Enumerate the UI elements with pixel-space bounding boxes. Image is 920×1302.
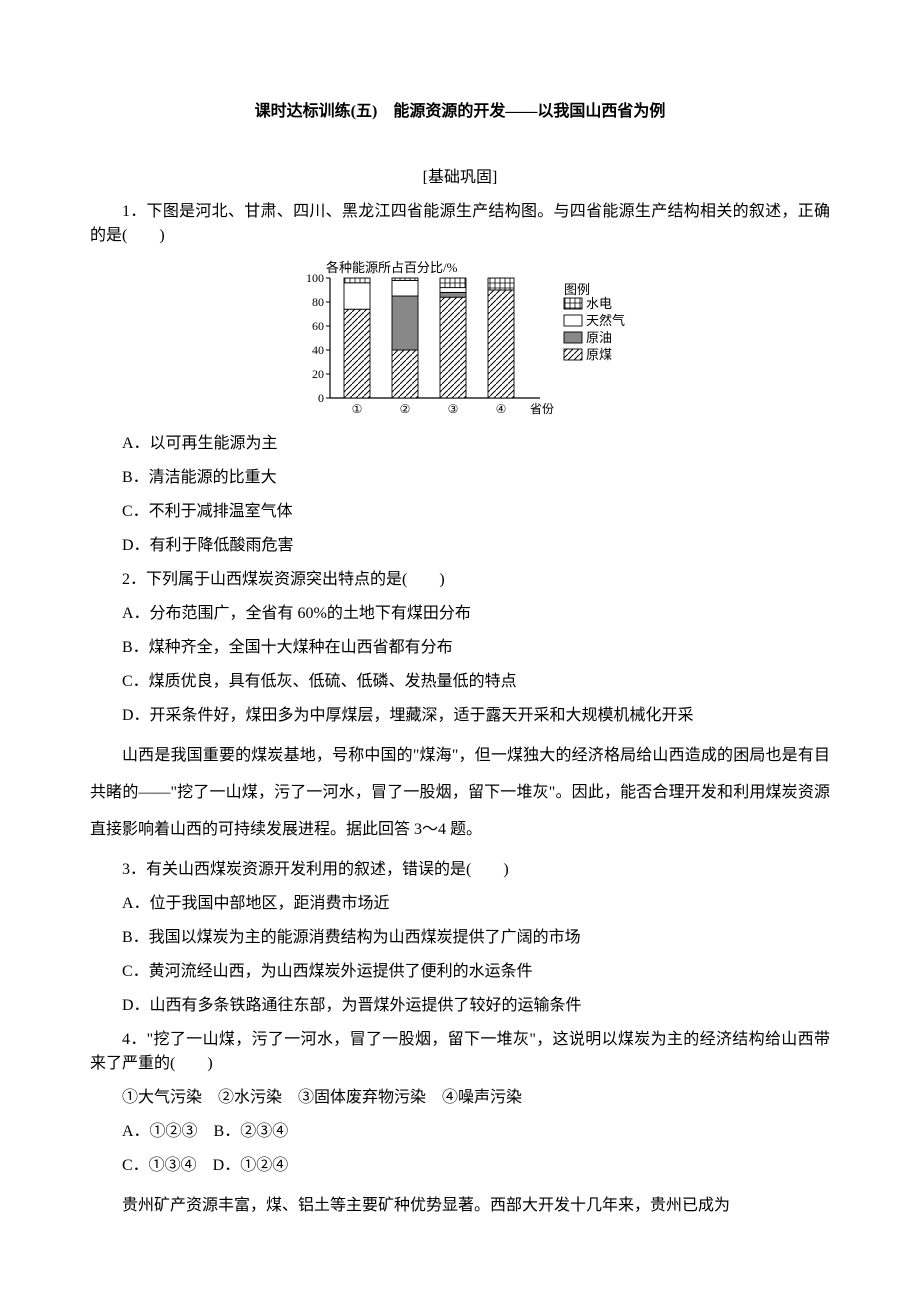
q4-option-cd: C．①③④ D．①②④ [90,1154,830,1178]
q1-option-c: C．不利于减排温室气体 [90,500,830,524]
svg-text:④: ④ [496,402,507,416]
q3-option-b: B．我国以煤炭为主的能源消费结构为山西煤炭提供了广阔的市场 [90,926,830,950]
q2-option-d: D．开采条件好，煤田多为中厚煤层，埋藏深，适于露天开采和大规模机械化开采 [90,704,830,728]
svg-text:0: 0 [318,391,324,405]
svg-text:③: ③ [448,402,459,416]
svg-text:省份: 省份 [530,402,554,416]
svg-text:60: 60 [312,319,324,333]
passage-1: 山西是我国重要的煤炭基地，号称中国的"煤海"，但一煤独大的经济格局给山西造成的困… [90,738,830,848]
svg-text:②: ② [400,402,411,416]
q3-option-d: D．山西有多条铁路通往东部，为晋煤外运提供了较好的运输条件 [90,994,830,1018]
q2-option-a: A．分布范围广，全省有 60%的土地下有煤田分布 [90,602,830,626]
q2-stem: 2．下列属于山西煤炭资源突出特点的是( ) [90,568,830,592]
q4-choices: ①大气污染 ②水污染 ③固体废弃物污染 ④噪声污染 [90,1086,830,1110]
svg-text:20: 20 [312,367,324,381]
section-label: [基础巩固] [90,166,830,190]
svg-text:80: 80 [312,295,324,309]
energy-chart: 各种能源所占百分比/% 0 20 40 60 80 100 ① ② ③ ④ 省份 图例水电天然气原油原煤 [90,258,830,418]
svg-text:40: 40 [312,343,324,357]
q3-stem: 3．有关山西煤炭资源开发利用的叙述，错误的是( ) [90,858,830,882]
svg-text:各种能源所占百分比/%: 各种能源所占百分比/% [326,260,458,275]
q2-option-b: B．煤种齐全，全国十大煤种在山西省都有分布 [90,636,830,660]
svg-text:100: 100 [306,271,324,285]
q4-option-ab: A．①②③ B．②③④ [90,1120,830,1144]
q3-option-a: A．位于我国中部地区，距消费市场近 [90,892,830,916]
svg-text:天然气: 天然气 [586,313,625,328]
svg-text:图例: 图例 [564,282,590,297]
svg-text:原油: 原油 [586,330,612,345]
q1-option-b: B．清洁能源的比重大 [90,466,830,490]
q2-option-c: C．煤质优良，具有低灰、低硫、低磷、发热量低的特点 [90,670,830,694]
svg-text:水电: 水电 [586,296,612,311]
q4-stem: 4．"挖了一山煤，污了一河水，冒了一股烟，留下一堆灰"，这说明以煤炭为主的经济结… [90,1028,830,1076]
passage-2: 贵州矿产资源丰富，煤、铝土等主要矿种优势显著。西部大开发十几年来，贵州已成为 [90,1188,830,1225]
q1-stem: 1．下图是河北、甘肃、四川、黑龙江四省能源生产结构图。与四省能源生产结构相关的叙… [90,200,830,248]
page-title: 课时达标训练(五) 能源资源的开发——以我国山西省为例 [90,100,830,124]
q1-option-d: D．有利于降低酸雨危害 [90,534,830,558]
q3-option-c: C．黄河流经山西，为山西煤炭外运提供了便利的水运条件 [90,960,830,984]
q1-option-a: A．以可再生能源为主 [90,432,830,456]
svg-text:①: ① [352,402,363,416]
svg-text:原煤: 原煤 [586,347,612,362]
